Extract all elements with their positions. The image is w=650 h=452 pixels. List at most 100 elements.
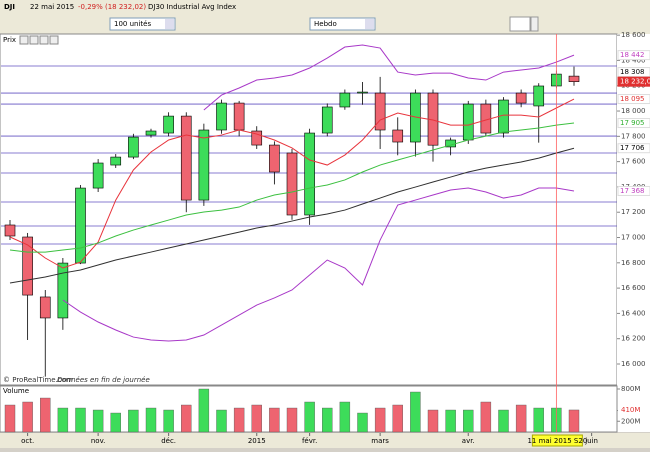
volume-bar (198, 388, 210, 433)
panel-button[interactable] (49, 35, 59, 45)
data-note: Données en fin de journée (57, 376, 150, 384)
volume-bar (427, 409, 439, 433)
candle-body (357, 91, 368, 94)
volume-bar (463, 409, 474, 433)
volume-tag (618, 405, 640, 414)
instrument-name: DJ30 Industrial Avg Index (148, 3, 236, 11)
candle-body (145, 130, 157, 136)
x-tick-label: mars (371, 437, 389, 445)
candle-body (110, 156, 122, 166)
volume-bar (4, 404, 16, 433)
price-tag-label: 18 232,02 (620, 78, 650, 86)
cursor-label: 11 mai 2015 S20 (527, 437, 587, 445)
candle-body (251, 130, 263, 146)
candle-body (462, 103, 474, 141)
volume-bar (533, 407, 544, 433)
chart-type-arrow[interactable] (530, 16, 539, 32)
price-tag-label: 17 905 (620, 119, 645, 127)
panel-button[interactable] (39, 35, 49, 45)
volume-bar (22, 401, 33, 433)
candle-body (515, 92, 527, 104)
volume-bar (92, 409, 104, 433)
volume-bar (163, 409, 174, 433)
volume-bar (322, 407, 333, 433)
volume-bar (269, 407, 280, 433)
volume-bar (392, 404, 403, 433)
price-tag (617, 76, 650, 87)
volume-bar (410, 391, 421, 433)
candle-body (321, 106, 333, 134)
title-bar (0, 0, 650, 14)
indicator-line (9, 122, 575, 253)
volume-tick-label: 200M (621, 417, 640, 425)
price-tag-label: 18 308 (620, 68, 645, 76)
indicator-line (9, 98, 575, 269)
volume-bar (445, 409, 456, 433)
candle-body (57, 262, 69, 319)
y-tick-label: 18 400 (621, 56, 646, 64)
candle-body (22, 236, 33, 296)
y-tick-label: 16 000 (621, 360, 646, 368)
panel-button[interactable] (19, 35, 29, 45)
x-tick-label: nov. (91, 437, 106, 445)
dropdown-arrow (365, 19, 374, 29)
y-tick-label: 17 000 (621, 234, 646, 242)
volume-bar (216, 409, 227, 433)
date: 22 mai 2015 (30, 3, 74, 11)
y-tick-label: 16 400 (621, 309, 646, 317)
price-tag (617, 50, 650, 61)
candle-body (269, 144, 280, 173)
volume-bar (57, 407, 69, 433)
y-tick-label: 16 600 (621, 284, 646, 292)
size-label: 100 unités (114, 20, 151, 28)
volume-bar (339, 401, 351, 433)
volume-bar (128, 409, 139, 433)
volume-bar (568, 409, 580, 433)
price-tag (617, 67, 650, 78)
candle-body (568, 75, 580, 82)
candle-body (374, 92, 386, 131)
price-tag-label: 17 706 (620, 144, 645, 152)
price-tag (617, 118, 650, 129)
volume-title: Volume (3, 387, 29, 395)
candle-body (339, 92, 351, 108)
x-tick-label: févr. (302, 437, 317, 445)
candle-body (198, 129, 210, 201)
candle-body (128, 136, 139, 158)
dropdown-arrow (165, 19, 174, 29)
chart-type-button[interactable] (509, 16, 531, 32)
volume-bar (233, 407, 245, 433)
price-tag-label: 18 442 (620, 51, 645, 59)
x-tick-label: déc. (161, 437, 176, 445)
time-axis (0, 433, 650, 448)
y-tick-label: 16 800 (621, 259, 646, 267)
candle-body (233, 102, 245, 131)
volume-bar (357, 412, 368, 433)
price-tag (617, 185, 650, 196)
volume-bar (251, 404, 262, 433)
volume-bar (515, 404, 527, 433)
size-dropdown[interactable] (109, 17, 176, 31)
y-tick-label: 16 200 (621, 335, 646, 343)
cursor-label-bg (531, 434, 583, 447)
volume-bar (480, 401, 492, 433)
candle-body (533, 85, 545, 107)
period-dropdown[interactable] (309, 17, 376, 31)
y-tick-label: 17 800 (621, 132, 646, 140)
x-tick-label: juin (584, 437, 598, 445)
candle-body (4, 224, 16, 237)
price-tag (617, 94, 650, 105)
indicator-line (62, 187, 575, 342)
candle-body (163, 115, 174, 134)
volume-bar (181, 404, 192, 433)
panel-title: Prix (3, 36, 16, 44)
y-tick-label: 17 600 (621, 158, 646, 166)
volume-tag-label: 410M (621, 406, 640, 414)
candle-body (216, 102, 227, 131)
y-tick-label: 18 000 (621, 107, 646, 115)
candle-body (286, 152, 298, 216)
panel-button[interactable] (29, 35, 39, 45)
price-tag (617, 143, 650, 154)
period-label: Hebdo (314, 20, 337, 28)
